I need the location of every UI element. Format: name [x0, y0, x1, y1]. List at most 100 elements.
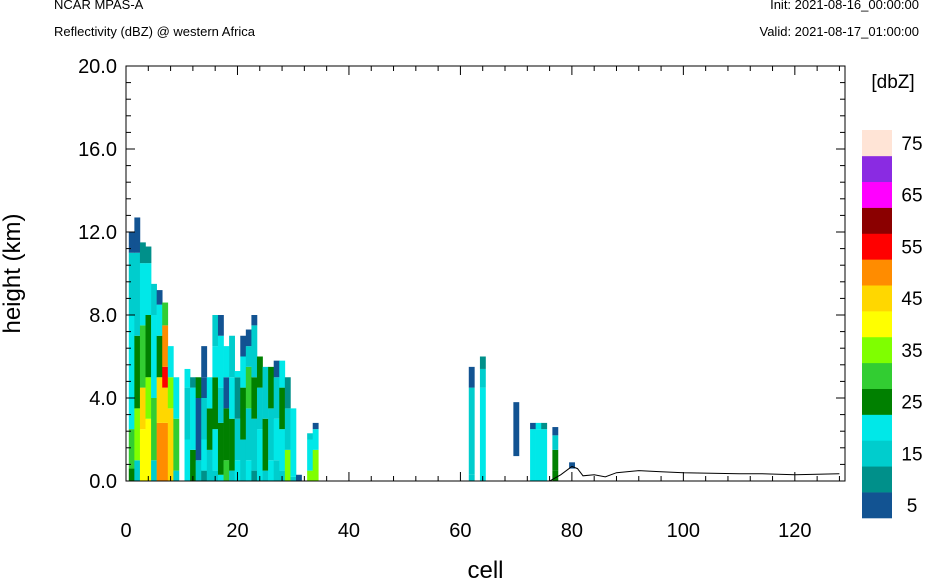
- reflectivity-cell: [184, 387, 191, 440]
- reflectivity-cell: [279, 429, 286, 471]
- colorbar-swatch: [862, 388, 892, 415]
- reflectivity-cell: [552, 435, 559, 450]
- reflectivity-cell: [217, 474, 224, 481]
- axis-ticks: [125, 65, 845, 482]
- y-tick-label: 16.0: [78, 139, 117, 161]
- reflectivity-cell: [139, 429, 146, 481]
- y-tick-label: 12.0: [78, 222, 117, 244]
- model-name: NCAR MPAS-A: [54, 0, 144, 12]
- reflectivity-cell: [245, 346, 252, 367]
- reflectivity-cell: [184, 439, 191, 481]
- reflectivity-cell: [151, 460, 157, 481]
- x-tick-label: 0: [120, 520, 131, 542]
- colorbar-swatch: [862, 181, 892, 208]
- reflectivity-cell: [312, 422, 319, 430]
- reflectivity-cell: [201, 439, 208, 471]
- reflectivity-cell: [513, 402, 520, 457]
- reflectivity-cell: [184, 368, 191, 388]
- y-tick-label: 4.0: [89, 388, 117, 410]
- reflectivity-cell: [256, 356, 263, 388]
- colorbar-swatch: [862, 311, 892, 338]
- reflectivity-cell: [139, 325, 146, 388]
- reflectivity-cell: [234, 460, 241, 481]
- reflectivity-cell: [223, 408, 230, 461]
- reflectivity-cell: [128, 429, 135, 469]
- y-tick-labels: 0.0 4.0 8.0 12.0 16.0 20.0: [78, 56, 117, 493]
- reflectivity-cell: [245, 408, 252, 461]
- colorbar-swatch: [862, 336, 892, 364]
- reflectivity-cell: [156, 422, 163, 481]
- reflectivity-cell: [234, 371, 241, 378]
- reflectivity-cell: [217, 315, 224, 336]
- reflectivity-cell: [468, 474, 475, 481]
- reflectivity-cell: [229, 377, 235, 419]
- reflectivity-cell: [295, 474, 302, 481]
- reflectivity-cell: [173, 377, 180, 419]
- reflectivity-cell: [145, 377, 152, 419]
- reflectivity-cell: [162, 325, 169, 367]
- colorbar: [862, 130, 892, 519]
- reflectivity-cell: [279, 360, 286, 388]
- reflectivity-cell: [195, 398, 202, 461]
- reflectivity-cell: [145, 418, 152, 481]
- y-tick-label: 0.0: [89, 471, 117, 493]
- reflectivity-cell: [212, 377, 219, 430]
- init-time: Init: 2021-08-16_00:00:00: [770, 0, 919, 12]
- reflectivity-cell: [251, 418, 258, 471]
- reflectivity-cell: [156, 335, 163, 378]
- reflectivity-cell: [273, 377, 280, 419]
- reflectivity-cell: [167, 377, 174, 409]
- reflectivity-cell: [273, 418, 280, 461]
- reflectivity-cell: [307, 439, 314, 471]
- reflectivity-cell: [134, 408, 141, 461]
- reflectivity-cell: [240, 387, 247, 440]
- colorbar-swatch: [862, 155, 892, 183]
- x-tick-label: 60: [449, 520, 471, 542]
- reflectivity-cell: [201, 470, 208, 481]
- reflectivity-cell: [262, 418, 269, 471]
- reflectivity-cell: [223, 346, 230, 378]
- reflectivity-cell: [162, 366, 169, 388]
- reflectivity-cell: [284, 408, 291, 450]
- reflectivity-cell: [206, 377, 213, 409]
- reflectivity-cell: [256, 387, 263, 430]
- reflectivity-cell: [212, 429, 219, 471]
- reflectivity-cell: [262, 366, 269, 419]
- reflectivity-cell: [156, 290, 163, 305]
- reflectivity-cell: [284, 449, 291, 481]
- colorbar-swatch: [862, 285, 892, 312]
- reflectivity-cell: [268, 408, 275, 461]
- colorbar-label: 35: [901, 341, 922, 362]
- colorbar-swatch: [862, 414, 892, 441]
- reflectivity-cell: [312, 429, 319, 450]
- reflectivity-cell: [206, 408, 213, 450]
- reflectivity-cell: [245, 366, 252, 409]
- colorbar-swatch: [862, 440, 892, 467]
- reflectivity-cell: [229, 470, 235, 481]
- colorbar-label: 25: [901, 393, 922, 414]
- reflectivity-cell: [552, 427, 559, 436]
- reflectivity-cell: [145, 246, 152, 264]
- reflectivity-cell: [139, 263, 146, 326]
- reflectivity-cell: [530, 429, 536, 481]
- colorbar-swatch: [862, 362, 892, 389]
- reflectivity-cell: [234, 418, 241, 461]
- reflectivity-cell: [156, 304, 163, 336]
- reflectivity-cell: [173, 470, 180, 481]
- reflectivity-cell: [552, 449, 559, 471]
- reflectivity-cell: [229, 335, 235, 378]
- reflectivity-cell: [217, 422, 224, 475]
- reflectivity-cell: [195, 377, 202, 398]
- reflectivity-cell: [240, 439, 247, 481]
- reflectivity-cell: [312, 449, 319, 481]
- reflectivity-cell: [245, 460, 252, 481]
- reflectivity-cell: [134, 335, 141, 409]
- reflectivity-cell: [128, 468, 135, 481]
- colorbar-swatch: [862, 130, 892, 157]
- reflectivity-cells: [128, 217, 575, 481]
- y-tick-label: 20.0: [78, 56, 117, 78]
- reflectivity-cell: [279, 470, 286, 481]
- reflectivity-cell: [535, 422, 542, 430]
- reflectivity-cell: [552, 470, 559, 481]
